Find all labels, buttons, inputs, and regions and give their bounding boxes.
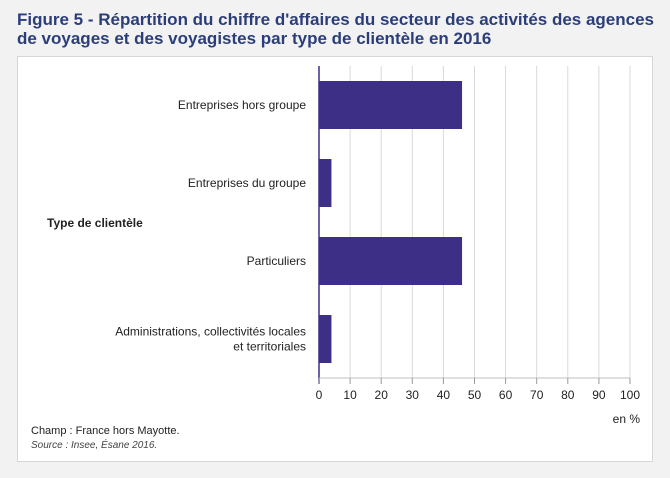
y-axis-title: Type de clientèle — [47, 216, 143, 230]
category-label-0: Entreprises hors groupe — [178, 98, 306, 112]
category-label-2: Particuliers — [247, 254, 306, 268]
x-tick-label-3: 30 — [406, 388, 420, 402]
category-label-3: Administrations, collectivités locales et… — [115, 325, 306, 354]
scope-note: Champ : France hors Mayotte. — [31, 425, 180, 437]
category-label-1: Entreprises du groupe — [188, 176, 306, 190]
x-tick-label-8: 80 — [561, 388, 575, 402]
bar-3 — [319, 315, 332, 363]
x-tick-label-1: 10 — [343, 388, 357, 402]
bar-0 — [319, 81, 463, 129]
x-tick-label-6: 60 — [499, 388, 513, 402]
x-tick-label-9: 90 — [592, 388, 606, 402]
x-tick-label-2: 20 — [375, 388, 389, 402]
bar-2 — [319, 237, 463, 285]
bar-1 — [319, 159, 332, 207]
x-tick-label-5: 50 — [468, 388, 482, 402]
x-tick-label-7: 70 — [530, 388, 544, 402]
chart-title: Figure 5 - Répartition du chiffre d'affa… — [17, 10, 655, 48]
source-note: Source : Insee, Ésane 2016. — [31, 440, 158, 451]
x-tick-label-4: 40 — [437, 388, 451, 402]
x-axis-title: en % — [613, 412, 641, 426]
x-tick-label-0: 0 — [316, 388, 323, 402]
x-tick-label-10: 100 — [620, 388, 640, 402]
